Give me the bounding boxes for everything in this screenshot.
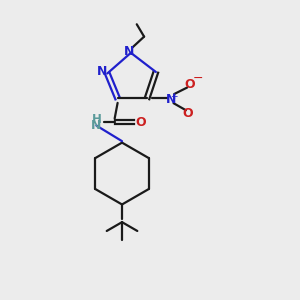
Text: N: N [97,64,107,78]
Text: O: O [182,107,193,120]
Text: O: O [136,116,146,128]
Text: −: − [193,72,203,85]
Text: +: + [170,92,178,101]
Text: H: H [92,112,101,126]
Text: N: N [124,45,135,58]
Text: N: N [91,119,102,132]
Text: O: O [185,78,195,91]
Text: N: N [166,93,176,106]
